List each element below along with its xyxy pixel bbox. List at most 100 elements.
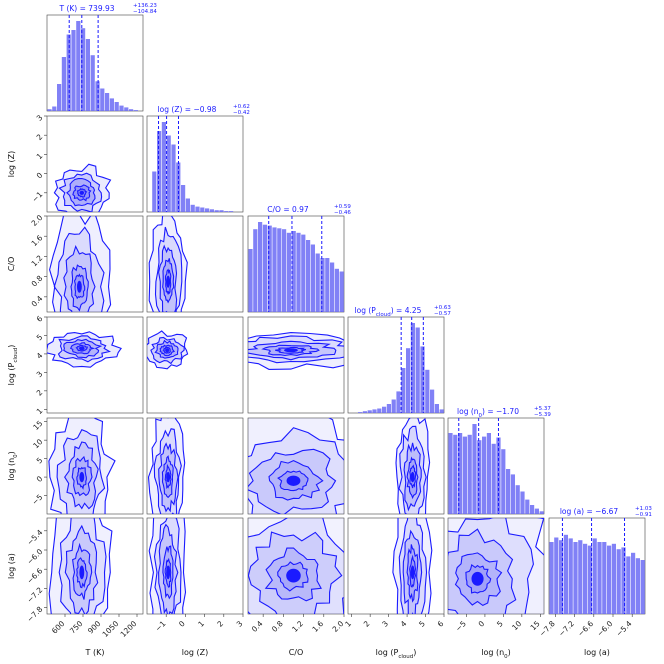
contour-level: [48, 518, 113, 614]
hist-bar: [253, 229, 258, 312]
x-tick-label: 5: [417, 619, 427, 629]
hist-bar: [109, 98, 114, 111]
hist-bar: [602, 542, 607, 614]
hist-bar: [640, 560, 645, 614]
hist-bar: [282, 229, 287, 312]
hist-bar: [286, 232, 291, 312]
hist-bar: [573, 542, 578, 614]
density-group: [53, 163, 112, 212]
hist-bar: [372, 409, 377, 413]
hist-bar: [71, 30, 76, 111]
scatter-panel-Z-CO: [146, 215, 244, 313]
density-peak: [286, 475, 301, 486]
hist-bar: [525, 499, 530, 514]
hist-bar: [267, 225, 272, 312]
panel-frame: [548, 517, 646, 615]
density-group: [147, 330, 189, 370]
hist-bar: [57, 84, 62, 111]
density-group: [48, 418, 116, 514]
panel-frame: [347, 316, 445, 414]
panel-frame: [247, 215, 345, 313]
hist-bar: [362, 411, 367, 413]
hist-bar: [462, 436, 467, 514]
hist-bar: [277, 228, 282, 312]
hist-bar: [367, 410, 372, 413]
contour-level: [148, 216, 188, 312]
y-tick-label: 3: [35, 113, 45, 123]
hist-bar: [214, 210, 219, 212]
contour-level: [53, 226, 105, 312]
hist-bar: [410, 323, 415, 413]
y-tick-label: 10: [31, 437, 44, 450]
hist-bar: [458, 433, 463, 514]
hist-bar: [258, 222, 263, 312]
hist-bar: [47, 109, 52, 111]
x-tick-label: −1: [153, 619, 167, 633]
hist-bar: [406, 348, 411, 413]
hist-bar: [520, 491, 525, 514]
hist-bar: [339, 271, 344, 312]
density-peak: [79, 565, 85, 580]
panel-frame: [347, 517, 445, 615]
panel-frame: [447, 517, 545, 615]
density-peak: [410, 565, 415, 580]
hist-bar: [185, 198, 190, 212]
hist-bar: [190, 204, 195, 212]
hist-bar: [171, 144, 176, 212]
x-tick-label: 3: [235, 619, 245, 629]
hist-bar: [401, 368, 406, 413]
hist-bar: [296, 232, 301, 312]
scatter-panel-CO-a: [247, 517, 345, 615]
panel-frame: [46, 14, 144, 112]
hist-bar: [391, 399, 396, 413]
param-title: C/O = 0.97: [267, 205, 309, 214]
error-upper: +1.03: [635, 506, 652, 512]
density-peak: [79, 190, 85, 195]
hist-bar: [81, 28, 86, 112]
hist-bar: [616, 549, 621, 614]
param-title: log (Z) = −0.98: [158, 105, 217, 114]
x-tick-label: −5: [454, 619, 468, 633]
hist-bar: [534, 508, 539, 514]
panel-frame: [447, 417, 545, 515]
y-tick-label: −5.4: [25, 528, 44, 547]
scatter-panel-T-n0: [46, 417, 144, 515]
hist-bar: [425, 369, 430, 413]
density-group: [147, 418, 186, 514]
density-peak: [165, 348, 170, 353]
density-group: [49, 216, 112, 312]
y-tick-label: −1: [30, 190, 44, 204]
density-group: [248, 332, 344, 370]
hist-bar: [161, 122, 166, 212]
hist-bar: [119, 105, 124, 111]
hist-bar: [377, 408, 382, 413]
contour-level: [248, 518, 344, 614]
hist-bar: [105, 93, 110, 111]
panel-frame: [247, 517, 345, 615]
x-tick-label: 2: [362, 619, 372, 629]
density-group: [448, 518, 544, 614]
error-upper: +0.63: [434, 305, 451, 311]
hist-bar: [382, 406, 387, 413]
x-axis-label: T (K): [85, 648, 105, 657]
density-group: [148, 216, 188, 312]
density-peak: [286, 568, 301, 583]
hist-bar: [472, 424, 477, 514]
error-lower: −0.57: [434, 311, 451, 317]
panel-frame: [46, 215, 144, 313]
scatter-panel-Z-a: [146, 517, 244, 615]
panel-frame: [46, 517, 144, 615]
x-tick-label: 600: [50, 619, 67, 636]
error-lower: −0.91: [635, 512, 652, 518]
y-tick-label: 3: [35, 369, 45, 379]
hist-bar: [515, 485, 520, 514]
x-tick-label: 1: [196, 619, 206, 629]
y-axis-label: C/O: [7, 257, 16, 272]
y-tick-label: 1.2: [30, 253, 45, 268]
hist-bar: [224, 211, 229, 212]
hist-bar: [133, 110, 138, 111]
panel-frame: [146, 115, 244, 213]
x-tick-label: 1.2: [290, 619, 305, 634]
hist-bar: [358, 412, 363, 413]
density-peak: [79, 471, 85, 483]
